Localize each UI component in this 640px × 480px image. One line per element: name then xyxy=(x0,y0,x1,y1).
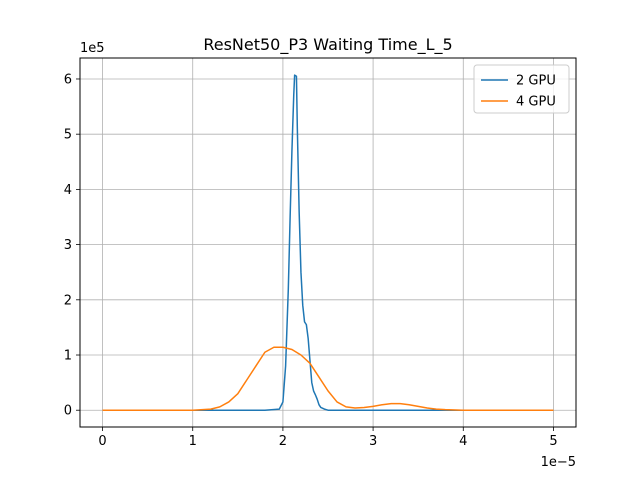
y-tick-label: 0 xyxy=(64,404,72,419)
y-tick-label: 3 xyxy=(64,238,72,253)
series-line-4-gpu xyxy=(102,346,554,411)
x-tick-label: 5 xyxy=(549,434,557,449)
y-tick-label: 1 xyxy=(64,349,72,364)
legend-label-4-gpu: 4 GPU xyxy=(516,95,556,110)
x-tick-label: 3 xyxy=(369,434,377,449)
x-tick-label: 2 xyxy=(279,434,287,449)
chart-title: ResNet50_P3 Waiting Time_L_5 xyxy=(203,35,452,55)
y-tick-label: 2 xyxy=(64,293,72,308)
plot-frame xyxy=(79,57,577,428)
y-axis-offset-label: 1e5 xyxy=(80,41,105,56)
series-layer xyxy=(102,74,554,411)
legend: 2 GPU 4 GPU xyxy=(473,64,570,114)
x-tick-label: 0 xyxy=(98,434,106,449)
x-axis-offset-label: 1e−5 xyxy=(541,455,576,470)
y-tick-label: 6 xyxy=(64,72,72,87)
x-tick-label: 4 xyxy=(459,434,467,449)
y-tick-label: 4 xyxy=(64,183,72,198)
x-tick-label: 1 xyxy=(189,434,197,449)
grid-lines xyxy=(80,58,576,427)
series-line-2-gpu xyxy=(102,74,554,411)
legend-label-2-gpu: 2 GPU xyxy=(516,74,556,89)
y-tick-label: 5 xyxy=(64,128,72,143)
axis-ticks: 0 1 2 3 4 5 0 1 2 3 4 5 6 xyxy=(64,72,558,449)
